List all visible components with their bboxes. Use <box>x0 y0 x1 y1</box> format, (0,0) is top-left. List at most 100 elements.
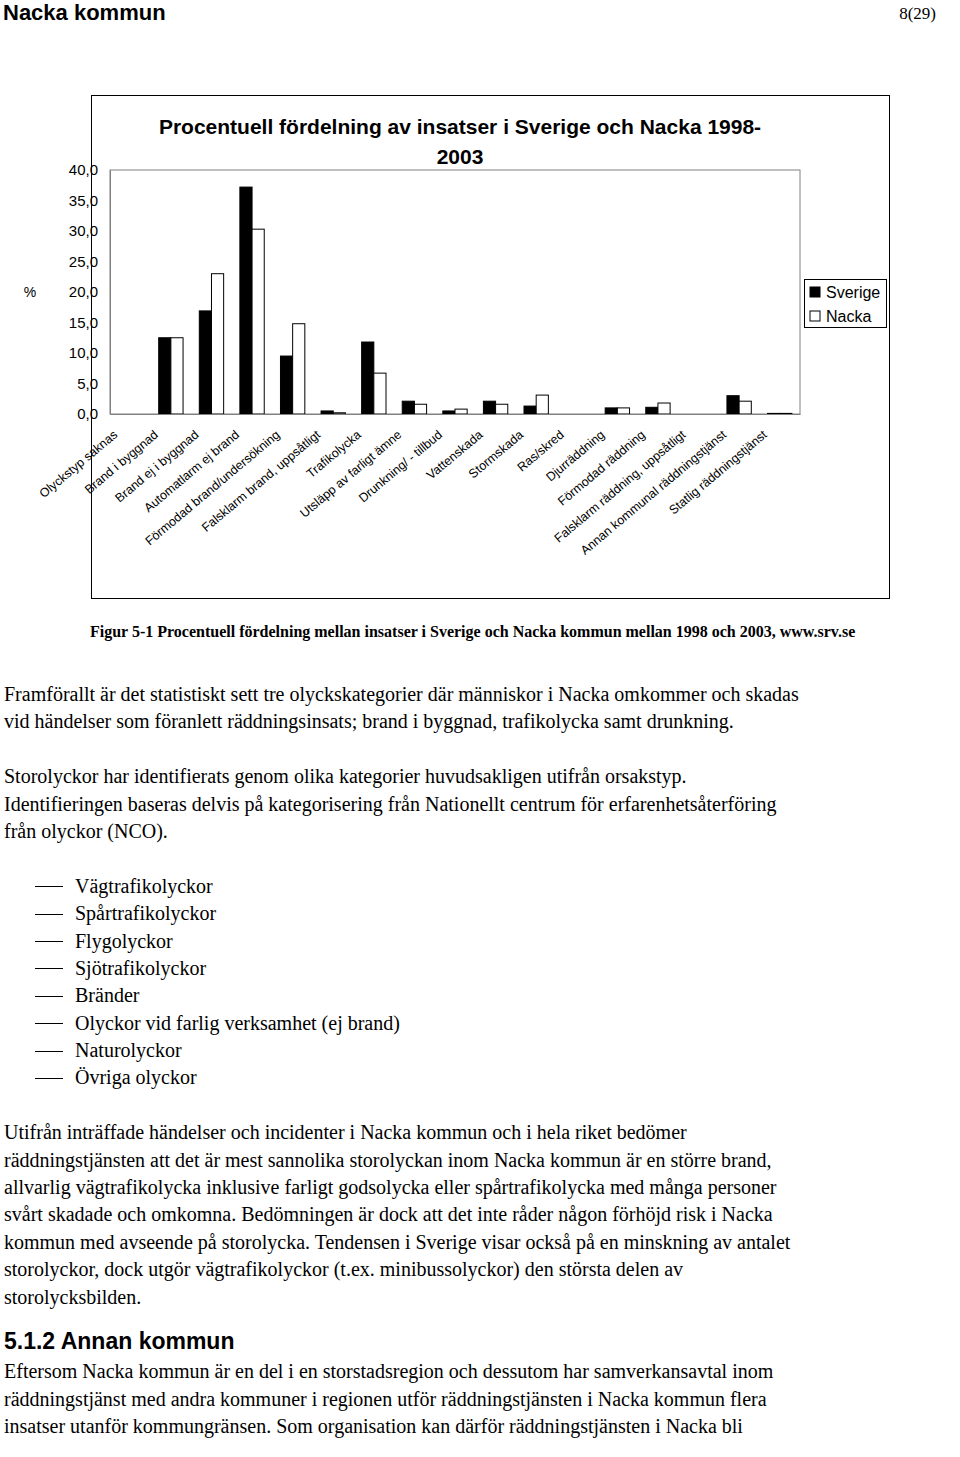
list-text: Sjötrafikolyckor <box>75 957 206 979</box>
list-dash <box>35 914 63 915</box>
bar <box>199 311 211 414</box>
text-line: räddningstjänsten att det är mest sannol… <box>4 1147 952 1174</box>
chart-frame <box>92 96 890 599</box>
x-tick-label: Stormskada <box>466 428 526 482</box>
bar <box>605 408 617 414</box>
y-tick-label: 25,0 <box>69 253 98 270</box>
bar <box>780 413 792 414</box>
list-dash <box>35 886 63 887</box>
chart-title: Procentuell fördelning av insatser i Sve… <box>159 115 761 168</box>
y-tick-label: 35,0 <box>69 192 98 209</box>
plot-frame <box>110 170 800 414</box>
x-axis-line <box>111 414 801 415</box>
bar <box>536 395 548 414</box>
list-dash <box>35 941 63 942</box>
page-number: 8(29) <box>899 2 936 26</box>
paragraph: Eftersom Nacka kommun är en del i en sto… <box>4 1358 952 1440</box>
bar <box>565 414 577 415</box>
bar <box>280 356 292 414</box>
y-tick-label: 10,0 <box>69 344 98 361</box>
list-dash <box>35 1051 63 1052</box>
bar <box>699 414 711 415</box>
body-text: Framförallt är det statistiskt sett tre … <box>4 681 952 1457</box>
list-dash <box>35 1023 63 1024</box>
bar <box>374 373 386 414</box>
y-tick: 10,0 <box>69 344 110 361</box>
bar <box>727 396 739 414</box>
bar <box>646 407 658 414</box>
bar <box>362 342 374 414</box>
bar <box>483 401 495 414</box>
bar <box>443 411 455 414</box>
bar <box>130 414 142 415</box>
text-line: Utifrån inträffade händelser och inciden… <box>4 1119 952 1146</box>
text-line: Framförallt är det statistiskt sett tre … <box>4 681 952 708</box>
y-axis: 0,05,010,015,020,025,030,035,040,0 <box>69 161 111 422</box>
y-tick-label: 15,0 <box>69 314 98 331</box>
list-text: Flygolyckor <box>75 930 173 952</box>
list-item: Bränder <box>4 982 952 1009</box>
y-tick-label: 30,0 <box>69 222 98 239</box>
text-line: Storolyckor har identifierats genom olik… <box>4 763 952 790</box>
text-line: allvarlig vägtrafikolycka inklusive farl… <box>4 1174 952 1201</box>
bar <box>293 324 305 414</box>
list-item: Sjötrafikolyckor <box>4 955 952 982</box>
list-item: Naturolyckor <box>4 1037 952 1064</box>
bars <box>159 187 792 414</box>
y-tick-label: 5,0 <box>77 375 98 392</box>
list-item: Olyckor vid farlig verksamhet (ej brand) <box>4 1010 952 1037</box>
x-tick-label: Annan kommunal räddningstjänst <box>578 427 730 557</box>
text-line: insatser utanför kommungränsen. Som orga… <box>4 1413 952 1440</box>
y-tick: 5,0 <box>77 375 110 392</box>
header-title: Nacka kommun <box>3 0 166 26</box>
bar <box>686 414 698 415</box>
legend-label: Nacka <box>826 308 871 325</box>
y-tick: 35,0 <box>69 192 110 209</box>
bar <box>768 413 780 414</box>
x-tick: Annan kommunal räddningstjänst <box>578 414 739 558</box>
bar <box>118 414 130 415</box>
text-line: svårt skadade och omkomna. Bedömningen ä… <box>4 1201 952 1228</box>
bar <box>240 187 252 414</box>
y-axis-line <box>110 171 111 415</box>
list-dash <box>35 968 63 969</box>
list-item: Övriga olyckor <box>4 1064 952 1091</box>
list-dash <box>35 1078 63 1079</box>
y-tick: 30,0 <box>69 222 110 239</box>
text-line: storolycksbilden. <box>4 1284 952 1311</box>
list-text: Naturolyckor <box>75 1039 182 1061</box>
y-tick-label: 40,0 <box>69 161 98 178</box>
bar <box>658 403 670 414</box>
x-tick: Statlig räddningstjänst <box>666 414 779 517</box>
legend: Sverige Nacka <box>805 280 887 328</box>
y-tick: 0,0 <box>77 405 110 422</box>
list-item: Flygolyckor <box>4 928 952 955</box>
paragraph: Framförallt är det statistiskt sett tre … <box>4 681 952 736</box>
list-text: Olyckor vid farlig verksamhet (ej brand) <box>75 1012 400 1034</box>
text-line: från olyckor (NCO). <box>4 818 952 845</box>
list-text: Bränder <box>75 984 139 1006</box>
section-heading: 5.1.2 Annan kommun <box>4 1324 952 1358</box>
bar <box>171 338 183 414</box>
bar <box>211 274 223 414</box>
x-tick: Djurräddning <box>543 414 617 484</box>
text-line: räddningstjänst med andra kommuner i reg… <box>4 1386 952 1413</box>
x-axis: Olyckstyp saknasBrand i byggnadBrand ej … <box>37 414 801 558</box>
legend-frame <box>805 280 887 328</box>
list-item: Spårtrafikolyckor <box>4 900 952 927</box>
bar <box>333 413 345 414</box>
text-line: kommun med avseende på storolycka. Tende… <box>4 1229 952 1256</box>
list-dash <box>35 996 63 997</box>
bar <box>159 338 171 414</box>
list-text: Övriga olyckor <box>75 1066 197 1088</box>
bar <box>524 406 536 414</box>
bar <box>414 404 426 414</box>
list: VägtrafikolyckorSpårtrafikolyckorFlygoly… <box>4 873 952 1092</box>
bar <box>321 411 333 414</box>
paragraph: Utifrån inträffade händelser och inciden… <box>4 1119 952 1311</box>
bar <box>455 409 467 414</box>
legend-label: Sverige <box>826 284 880 301</box>
chart: Procentuell fördelning av insatser i Sve… <box>0 0 960 615</box>
y-tick: 15,0 <box>69 314 110 331</box>
legend-swatch <box>810 287 820 297</box>
